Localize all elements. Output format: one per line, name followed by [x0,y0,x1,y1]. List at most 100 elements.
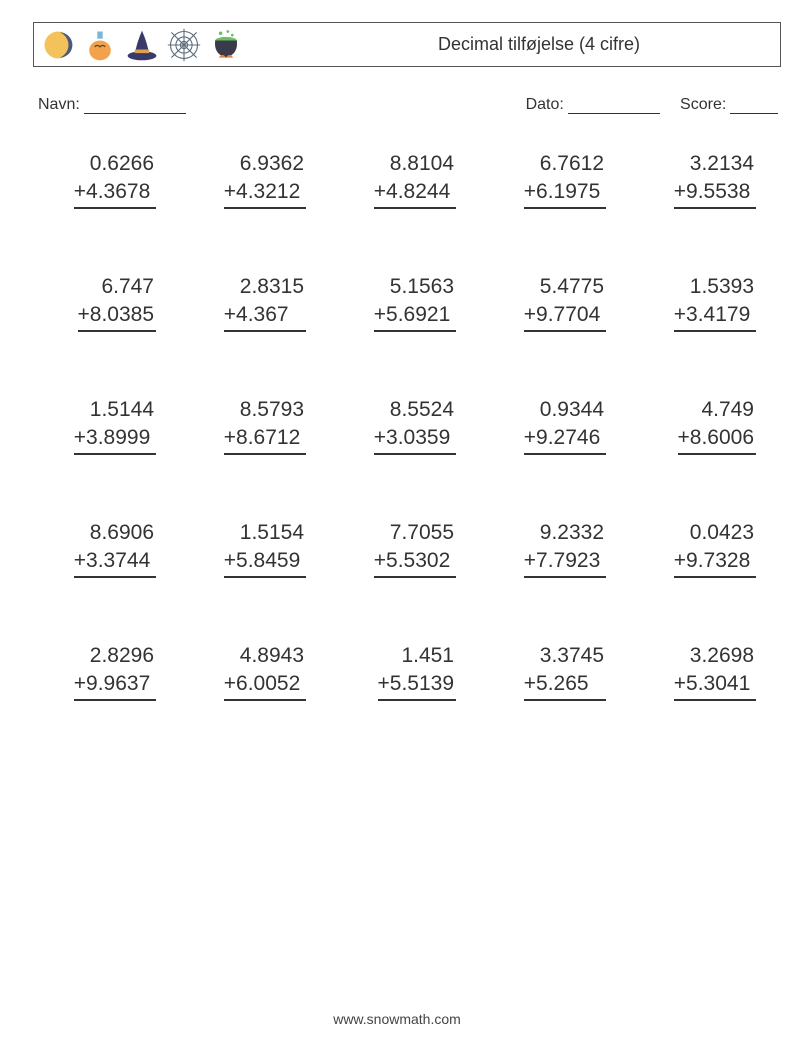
problem: 1.5144+3.8999 [34,396,184,455]
name-blank[interactable] [84,96,186,114]
operand-b: 9.9637 [86,670,150,698]
problem-inner: 6.9362+4.3212 [224,150,306,209]
operand-b: 9.2746 [536,424,600,452]
operand-b-row: +5.6921 [374,301,456,332]
operator: + [224,424,236,452]
problem-inner: 1.5144+3.8999 [74,396,156,455]
problem: 0.6266+4.3678 [34,150,184,209]
operand-a: 1.5393 [674,273,756,301]
operator: + [224,547,236,575]
operand-b: 8.0385 [90,301,154,329]
operator: + [78,301,90,329]
problem: 3.2698+5.3041 [634,642,784,701]
problem-inner: 8.5793+8.6712 [224,396,306,455]
problem: 5.1563+5.6921 [334,273,484,332]
problem-inner: 6.747+8.0385 [78,273,157,332]
problem-inner: 8.8104+4.8244 [374,150,456,209]
problem-inner: 0.0423+9.7328 [674,519,756,578]
operand-b: 5.6921 [386,301,450,329]
problem: 4.749+8.6006 [634,396,784,455]
operand-a: 0.6266 [74,150,156,178]
operand-b: 9.7704 [536,301,600,329]
problem-inner: 1.5393+3.4179 [674,273,756,332]
operand-b-row: +7.7923 [524,547,606,578]
operator: + [224,178,236,206]
info-row: Navn: Dato: Score: [38,96,778,114]
problem-inner: 5.1563+5.6921 [374,273,456,332]
problem: 3.2134+9.5538 [634,150,784,209]
score-label: Score: [680,96,726,114]
operator: + [674,301,686,329]
problem: 2.8315+4.367 [184,273,334,332]
operand-b-row: +3.3744 [74,547,156,578]
problem: 8.8104+4.8244 [334,150,484,209]
problem-inner: 2.8315+4.367 [224,273,306,332]
problem-inner: 0.9344+9.2746 [524,396,606,455]
header-icons [40,27,244,63]
operand-b-row: +9.7328 [674,547,756,578]
operand-b-row: +8.6712 [224,424,306,455]
operand-a: 8.6906 [74,519,156,547]
problem-inner: 7.7055+5.5302 [374,519,456,578]
operator: + [678,424,690,452]
footer: www.snowmath.com [0,1011,794,1027]
spider-web-icon [166,27,202,63]
operand-a: 9.2332 [524,519,606,547]
operand-a: 4.749 [678,396,757,424]
operand-b-row: +4.3678 [74,178,156,209]
operator: + [374,424,386,452]
operand-b: 5.8459 [236,547,300,575]
operand-b: 4.8244 [386,178,450,206]
operand-b: 4.367 [236,301,289,329]
operator: + [224,301,236,329]
problem: 8.5524+3.0359 [334,396,484,455]
operand-a: 5.4775 [524,273,606,301]
problem-inner: 9.2332+7.7923 [524,519,606,578]
problem: 0.9344+9.2746 [484,396,634,455]
operand-b-row: +9.5538 [674,178,756,209]
problem-inner: 4.8943+6.0052 [224,642,306,701]
operand-b-row: +9.9637 [74,670,156,701]
operand-a: 1.5144 [74,396,156,424]
problem: 2.8296+9.9637 [34,642,184,701]
problem-inner: 6.7612+6.1975 [524,150,606,209]
problem: 6.7612+6.1975 [484,150,634,209]
operand-b-row: +5.265 [524,670,606,701]
operand-b: 3.0359 [386,424,450,452]
problem-inner: 8.6906+3.3744 [74,519,156,578]
operand-b-row: +9.7704 [524,301,606,332]
operand-b-row: +8.0385 [78,301,157,332]
operand-b-row: +8.6006 [678,424,757,455]
footer-site: www.snowmath.com [333,1011,461,1027]
problem-inner: 4.749+8.6006 [678,396,757,455]
operand-b: 3.3744 [86,547,150,575]
operand-a: 1.5154 [224,519,306,547]
problem: 1.451+5.5139 [334,642,484,701]
operator: + [524,301,536,329]
operand-b-row: +6.0052 [224,670,306,701]
worksheet-title: Decimal tilføjelse (4 cifre) [438,34,640,55]
operator: + [374,547,386,575]
score-blank[interactable] [730,96,778,114]
operator: + [674,547,686,575]
date-label: Dato: [526,96,564,114]
operand-b-row: +3.0359 [374,424,456,455]
operand-b: 5.3041 [686,670,750,698]
operator: + [74,670,86,698]
operand-a: 5.1563 [374,273,456,301]
operator: + [74,547,86,575]
operator: + [224,670,236,698]
problem: 1.5393+3.4179 [634,273,784,332]
operand-b: 8.6006 [690,424,754,452]
operator: + [524,670,536,698]
operator: + [674,670,686,698]
date-blank[interactable] [568,96,660,114]
operand-b: 9.5538 [686,178,750,206]
problem: 8.5793+8.6712 [184,396,334,455]
operand-b-row: +5.5302 [374,547,456,578]
operator: + [374,301,386,329]
operand-a: 1.451 [378,642,457,670]
problem-inner: 1.5154+5.8459 [224,519,306,578]
operand-b: 6.1975 [536,178,600,206]
operand-a: 7.7055 [374,519,456,547]
